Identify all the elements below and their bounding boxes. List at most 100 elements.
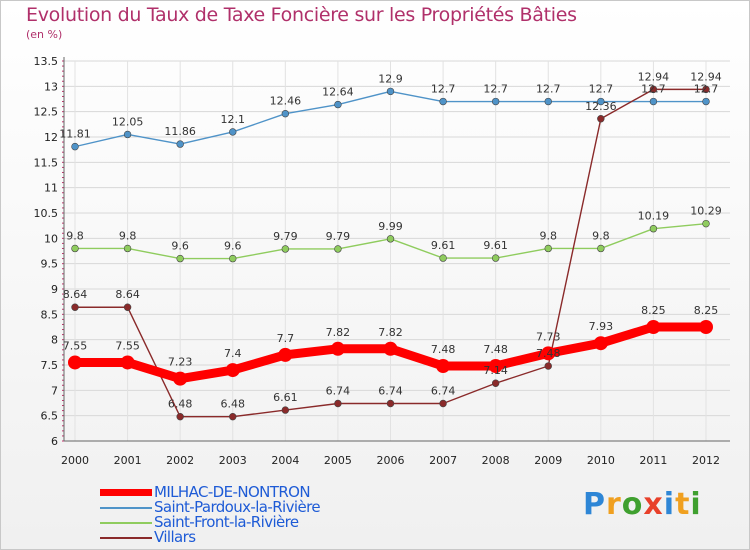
data-point-saint-front-la-riviere [176, 254, 184, 263]
data-label-saint-pardoux-la-riviere: 12.7 [483, 83, 508, 96]
data-point-saint-front-la-riviere [229, 254, 237, 263]
x-tick-label: 2006 [377, 454, 405, 467]
legend-label-saint-pardoux: Saint-Pardoux-la-Rivière [154, 498, 321, 516]
legend-swatch-milhac [100, 489, 152, 496]
y-tick-label: 13 [44, 80, 58, 93]
data-point-saint-front-la-riviere [544, 244, 552, 253]
logo-letter: i [690, 487, 702, 522]
data-point-milhac-de-nontron [278, 347, 293, 362]
data-label-milhac-de-nontron: 7.4 [224, 347, 242, 360]
data-label-milhac-de-nontron: 7.48 [483, 343, 508, 356]
y-tick-label: 7.5 [41, 359, 59, 372]
x-tick-label: 2002 [166, 454, 194, 467]
data-point-milhac-de-nontron [120, 355, 135, 370]
data-point-villars [71, 303, 79, 311]
data-point-saint-pardoux-la-riviere [123, 130, 132, 139]
data-label-milhac-de-nontron: 7.55 [115, 339, 140, 352]
data-label-saint-pardoux-la-riviere: 12.05 [112, 115, 144, 128]
data-point-saint-pardoux-la-riviere [334, 100, 342, 109]
data-label-villars: 6.74 [378, 385, 403, 398]
data-point-saint-pardoux-la-riviere [176, 140, 184, 148]
data-label-villars: 6.74 [431, 385, 456, 398]
logo-letter: o [621, 487, 644, 522]
data-label-saint-pardoux-la-riviere: 11.86 [164, 125, 196, 138]
data-label-saint-pardoux-la-riviere: 12.7 [694, 83, 719, 96]
data-point-villars [544, 362, 552, 370]
y-tick-label: 6.5 [41, 410, 59, 423]
y-tick-label: 9 [51, 283, 58, 296]
data-labels: 7.55 7.55 7.23 7.4 7.7 7.82 7.82 7.48 7.48 7.73 7.… [59, 70, 722, 410]
data-label-villars: 6.61 [273, 391, 298, 404]
data-label-milhac-de-nontron: 8.25 [641, 304, 666, 317]
data-label-villars: 12.36 [585, 100, 617, 113]
data-label-saint-front-la-riviere: 9.61 [431, 239, 456, 252]
data-label-saint-pardoux-la-riviere: 12.64 [322, 86, 354, 99]
data-label-saint-pardoux-la-riviere: 12.7 [589, 83, 614, 96]
data-point-milhac-de-nontron [68, 355, 82, 370]
x-tick-label: 2003 [219, 454, 247, 467]
legend-label-milhac: MILHAC-DE-NONTRON [154, 483, 311, 501]
data-point-saint-pardoux-la-riviere [597, 97, 605, 106]
data-point-saint-pardoux-la-riviere [71, 142, 79, 151]
data-point-villars [229, 412, 237, 421]
data-point-saint-front-la-riviere [702, 219, 710, 228]
axes: 6 6.5 7 7.5 8 8.5 9 9.5 10 10.5 11 11.5 12 12.5 13 13.5… [34, 55, 730, 467]
data-label-villars: 7.14 [483, 364, 508, 377]
data-label-saint-pardoux-la-riviere: 12.1 [221, 113, 246, 126]
data-point-milhac-de-nontron [593, 336, 608, 351]
data-point-milhac-de-nontron [541, 346, 556, 361]
data-point-milhac-de-nontron [225, 363, 240, 378]
data-label-milhac-de-nontron: 7.82 [378, 326, 403, 339]
data-label-saint-front-la-riviere: 10.29 [690, 205, 722, 218]
data-label-saint-pardoux-la-riviere: 12.7 [536, 83, 561, 96]
data-point-saint-pardoux-la-riviere [386, 87, 395, 96]
data-point-milhac-de-nontron [383, 341, 398, 356]
x-tick-label: 2011 [639, 454, 667, 467]
data-label-saint-pardoux-la-riviere: 11.81 [59, 128, 91, 141]
data-point-saint-pardoux-la-riviere [649, 97, 658, 106]
data-label-saint-front-la-riviere: 9.8 [540, 229, 558, 242]
data-label-villars: 8.64 [115, 288, 140, 301]
data-label-milhac-de-nontron: 7.48 [431, 343, 456, 356]
data-point-saint-front-la-riviere [334, 245, 342, 253]
data-point-saint-pardoux-la-riviere [439, 97, 447, 106]
logo-letter: r [606, 487, 622, 522]
data-point-saint-front-la-riviere [597, 244, 605, 253]
data-label-milhac-de-nontron: 7.73 [536, 330, 561, 343]
data-label-milhac-de-nontron: 7.55 [63, 339, 88, 352]
y-tick-label: 8 [51, 334, 58, 347]
data-label-saint-pardoux-la-riviere: 12.7 [641, 83, 666, 96]
data-label-milhac-de-nontron: 7.93 [589, 320, 614, 333]
data-label-villars: 8.64 [63, 288, 88, 301]
y-tick-label: 12.5 [34, 106, 59, 119]
x-tick-label: 2004 [271, 454, 299, 467]
data-point-villars [702, 85, 710, 94]
data-point-saint-front-la-riviere [649, 225, 658, 233]
x-tick-label: 2005 [324, 454, 352, 467]
data-point-milhac-de-nontron [699, 320, 713, 334]
data-point-saint-front-la-riviere [491, 254, 500, 262]
data-point-villars [491, 379, 500, 387]
x-tick-label: 2007 [429, 454, 457, 467]
y-tick-label: 10.5 [34, 207, 59, 220]
y-tick-label: 6 [51, 435, 58, 448]
data-point-villars [123, 303, 132, 311]
data-point-villars [281, 406, 290, 414]
data-point-saint-pardoux-la-riviere [229, 128, 237, 136]
data-label-saint-front-la-riviere: 9.79 [273, 230, 298, 243]
legend-swatch-saint-pardoux [100, 507, 152, 509]
x-tick-label: 2001 [114, 454, 142, 467]
x-tick-label: 2008 [482, 454, 510, 467]
y-tick-label: 12 [44, 131, 58, 144]
y-tick-label: 11.5 [34, 156, 59, 169]
data-point-milhac-de-nontron [646, 320, 661, 334]
data-point-milhac-de-nontron [436, 359, 451, 374]
logo-letter: P [583, 487, 606, 522]
logo-letter: t [675, 487, 691, 522]
data-point-milhac-de-nontron [173, 371, 188, 386]
data-point-villars [176, 412, 184, 421]
legend-label-villars: Villars [154, 528, 196, 546]
y-axis-unit-label: (en %) [26, 28, 63, 41]
